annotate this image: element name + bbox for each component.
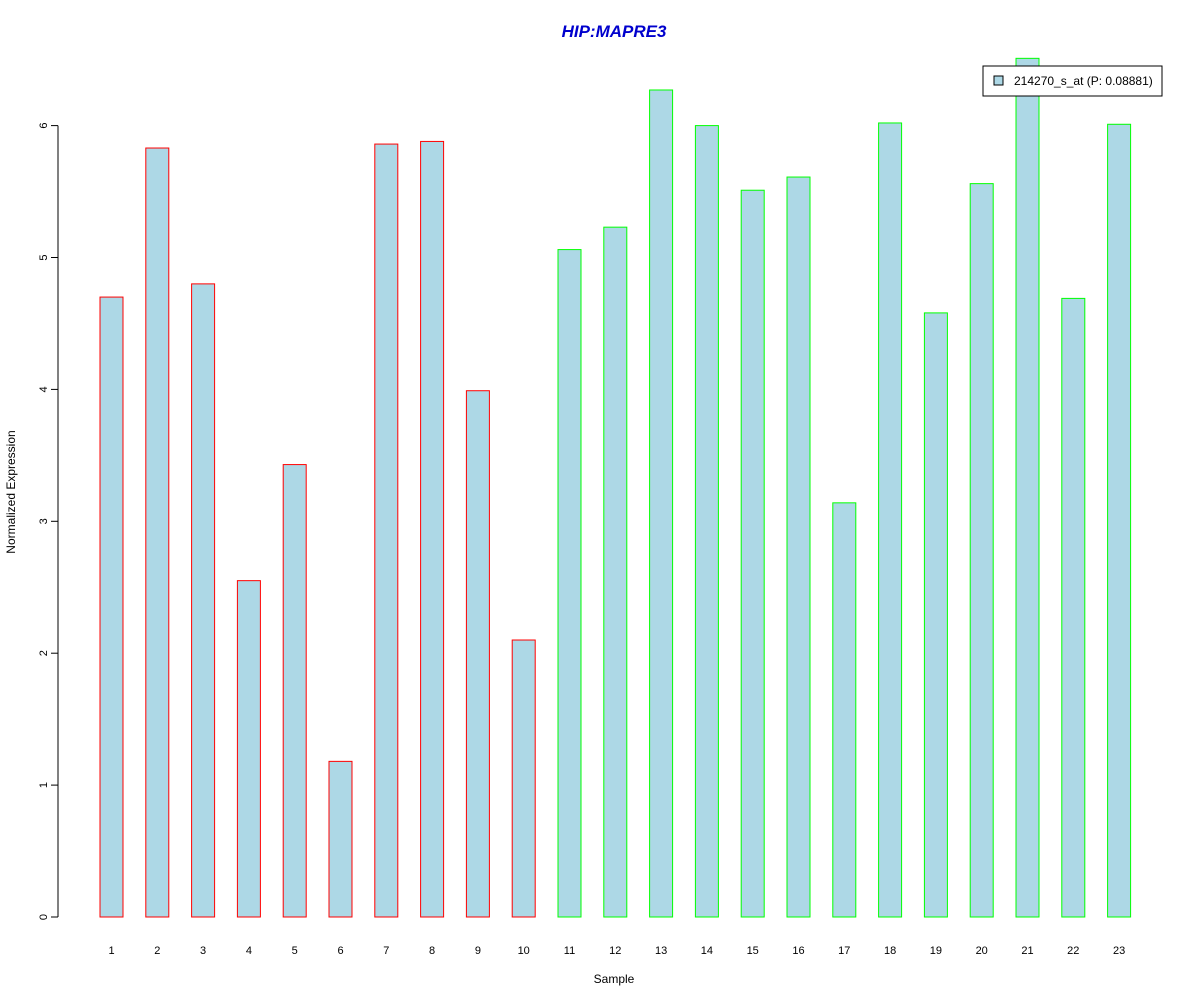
- x-tick-label: 9: [475, 945, 481, 957]
- bar-sample-14: [694, 125, 719, 918]
- y-tick-label: 0: [38, 914, 50, 920]
- legend-swatch: [993, 75, 1004, 86]
- y-axis-label: Normalized Expression: [4, 430, 18, 553]
- x-tick-label: 7: [383, 945, 389, 957]
- x-tick-label: 5: [292, 945, 298, 957]
- x-tick-label: 11: [564, 945, 575, 957]
- x-tick-label: 8: [429, 945, 435, 957]
- legend-box: [982, 65, 1163, 97]
- bar-sample-20: [969, 183, 994, 918]
- x-tick-label: 1: [108, 945, 114, 957]
- bar-sample-13: [649, 89, 674, 918]
- bar-sample-15: [740, 189, 765, 918]
- x-tick-label: 18: [884, 945, 896, 957]
- x-tick-label: 21: [1021, 945, 1033, 957]
- x-tick-label: 6: [337, 945, 343, 957]
- bar-sample-18: [878, 122, 903, 918]
- x-tick-label: 16: [792, 945, 804, 957]
- bar-sample-5: [282, 464, 307, 918]
- x-tick-label: 22: [1067, 945, 1079, 957]
- bar-sample-7: [374, 143, 399, 918]
- bars: [99, 57, 1132, 918]
- bar-sample-21: [1015, 57, 1040, 918]
- x-tick-label: 2: [154, 945, 160, 957]
- x-tick-label: 13: [655, 945, 667, 957]
- bar-sample-4: [236, 580, 261, 918]
- x-tick-label: 19: [930, 945, 942, 957]
- bar-sample-23: [1107, 123, 1132, 918]
- bar-sample-12: [603, 226, 628, 918]
- bar-sample-19: [923, 312, 948, 918]
- bar-sample-17: [832, 502, 857, 918]
- x-tick-label: 17: [838, 945, 850, 957]
- x-tick-label: 14: [701, 945, 713, 957]
- y-tick-label: 3: [38, 518, 50, 524]
- y-tick-label: 2: [38, 650, 50, 656]
- x-tick-label: 3: [200, 945, 206, 957]
- x-tick-label: 15: [747, 945, 759, 957]
- bar-sample-3: [191, 283, 216, 918]
- bar-sample-8: [420, 140, 445, 918]
- bar-sample-1: [99, 296, 124, 918]
- bar-sample-2: [145, 147, 170, 918]
- x-axis-tick-labels: 1 2 3 4 5 6 7 8 9 10 11 12 13 14 15 16 17 18 19 20 21 22 23: [108, 945, 1125, 957]
- x-axis-label: Sample: [594, 972, 635, 986]
- y-tick-label: 6: [38, 123, 50, 129]
- y-axis: 0 1 2 3 4 5 6: [38, 123, 59, 920]
- x-tick-label: 4: [246, 945, 252, 957]
- bar-sample-9: [465, 390, 490, 918]
- x-tick-label: 10: [518, 945, 530, 957]
- y-tick-label: 1: [38, 782, 50, 788]
- legend: 214270_s_at (P: 0.08881): [982, 65, 1163, 97]
- legend-label: 214270_s_at (P: 0.08881): [1014, 74, 1153, 88]
- chart-title: HIP:MAPRE3: [562, 22, 667, 41]
- x-tick-label: 12: [609, 945, 621, 957]
- y-tick-label: 5: [38, 254, 50, 260]
- bar-sample-16: [786, 176, 811, 918]
- bar-sample-11: [557, 249, 582, 918]
- bar-sample-10: [511, 639, 536, 918]
- bar-sample-6: [328, 760, 353, 918]
- y-tick-label: 4: [38, 386, 50, 392]
- bar-sample-22: [1061, 297, 1086, 918]
- x-tick-label: 20: [976, 945, 988, 957]
- x-tick-label: 23: [1113, 945, 1125, 957]
